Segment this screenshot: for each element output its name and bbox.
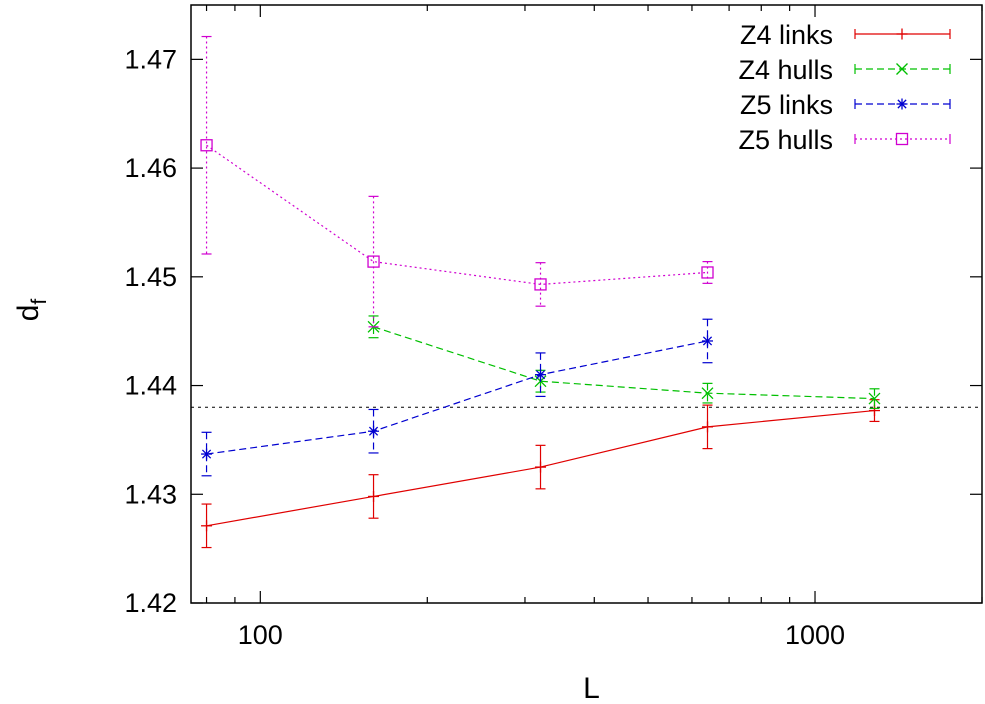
- legend: Z4 links Z4 hulls Z5 links Z5 hulls: [738, 20, 951, 155]
- error-bar: [368, 315, 379, 339]
- data-point: [701, 266, 714, 279]
- data-point: [895, 132, 909, 146]
- series-line: [206, 340, 708, 455]
- error-bar: [201, 35, 212, 255]
- series-line: [373, 326, 875, 400]
- legend-item: Z4 hulls: [738, 55, 951, 85]
- data-point: [701, 387, 714, 400]
- data-point: [702, 421, 714, 433]
- y-tick-label: 1.43: [124, 479, 177, 509]
- data-point: [201, 520, 213, 532]
- y-tick-label: 1.42: [124, 588, 177, 618]
- legend-item: Z5 links: [740, 90, 951, 120]
- data-point: [868, 405, 880, 417]
- data-point: [368, 490, 380, 502]
- ticks-layer: 1.42 1.43 1.44 1.45 1.46 1.47 100 1000: [124, 5, 983, 650]
- y-tick-label: 1.45: [124, 262, 177, 292]
- error-bar: [535, 262, 546, 307]
- legend-label: Z5 hulls: [738, 125, 833, 155]
- data-point: [201, 448, 213, 460]
- series-z4-links: [201, 399, 880, 549]
- legend-label: Z5 links: [740, 90, 833, 120]
- error-bar: [535, 352, 546, 398]
- data-point: [896, 63, 908, 75]
- error-bar: [702, 318, 713, 364]
- data-point: [535, 461, 547, 473]
- data-point: [702, 335, 714, 347]
- x-tick-label: 1000: [785, 620, 845, 650]
- y-axis-title-main: d: [12, 305, 45, 322]
- series-z4-hulls: [367, 315, 881, 409]
- error-bar: [368, 408, 379, 454]
- error-bar: [702, 382, 713, 404]
- legend-item: Z5 hulls: [738, 125, 951, 155]
- error-bar: [201, 431, 212, 477]
- series-layer: [200, 35, 881, 549]
- series-z5-hulls: [200, 35, 714, 328]
- data-point: [200, 139, 213, 152]
- data-point: [896, 98, 908, 110]
- y-tick-label: 1.44: [124, 371, 177, 401]
- error-bar: [368, 195, 379, 328]
- y-tick-label: 1.47: [124, 44, 177, 74]
- series-z5-links: [201, 318, 714, 477]
- legend-label: Z4 links: [740, 20, 833, 50]
- data-point: [367, 255, 380, 268]
- x-tick-label: 100: [238, 620, 283, 650]
- series-line: [206, 144, 708, 286]
- legend-label: Z4 hulls: [738, 55, 833, 85]
- plot-frame: [190, 4, 983, 604]
- y-axis-title: df: [12, 299, 51, 322]
- data-point: [896, 28, 908, 40]
- data-point: [535, 369, 547, 381]
- y-tick-label: 1.46: [124, 153, 177, 183]
- error-bar: [869, 388, 880, 409]
- y-axis-title-subscript: f: [28, 299, 51, 305]
- error-bar: [702, 260, 713, 284]
- legend-item: Z4 links: [740, 20, 951, 50]
- data-point: [868, 392, 881, 405]
- x-axis-title: L: [583, 672, 600, 704]
- data-point: [534, 278, 547, 291]
- data-point: [368, 425, 380, 437]
